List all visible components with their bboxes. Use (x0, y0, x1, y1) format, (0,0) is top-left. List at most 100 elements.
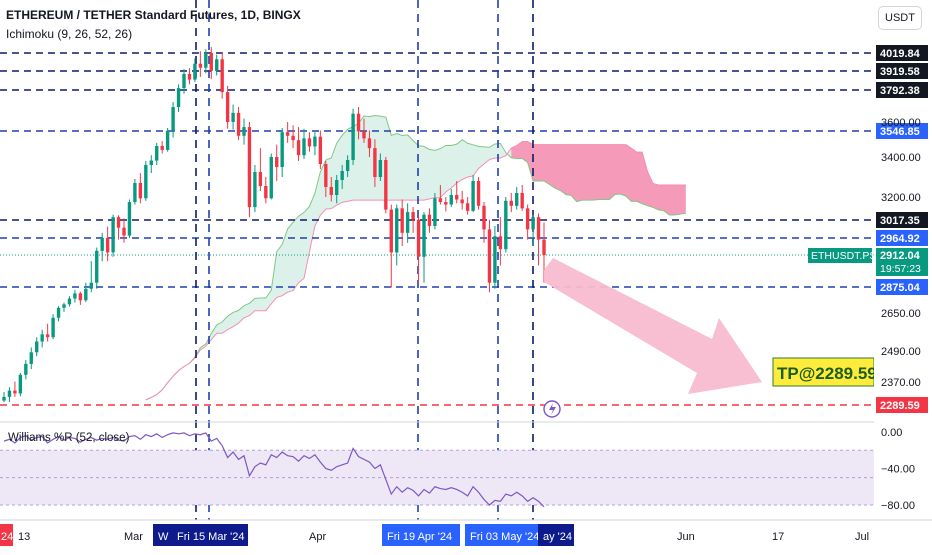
candle[interactable] (84, 288, 88, 301)
candle[interactable] (225, 92, 230, 122)
candle[interactable] (411, 212, 415, 220)
candle[interactable] (18, 374, 23, 394)
candle[interactable] (29, 352, 33, 364)
candle[interactable] (509, 200, 513, 206)
candle[interactable] (395, 208, 399, 253)
candle[interactable] (73, 293, 77, 299)
candle[interactable] (471, 181, 475, 211)
candle[interactable] (335, 180, 339, 195)
candle[interactable] (542, 239, 546, 256)
candle[interactable] (160, 146, 164, 150)
candle[interactable] (209, 52, 213, 71)
candle[interactable] (62, 304, 66, 308)
candle[interactable] (215, 59, 219, 71)
target-box[interactable] (772, 357, 875, 387)
candle[interactable] (307, 138, 312, 147)
candle[interactable] (253, 172, 257, 208)
candle[interactable] (285, 132, 290, 136)
date-highlight[interactable] (153, 524, 177, 546)
date-highlight[interactable] (382, 524, 460, 546)
candle[interactable] (367, 138, 372, 149)
date-highlight[interactable] (465, 524, 538, 546)
candle[interactable] (487, 229, 492, 283)
williams-r-legend[interactable]: Williams %R (52, close) (8, 432, 130, 444)
candle[interactable] (67, 298, 72, 305)
candle[interactable] (275, 157, 279, 167)
candle[interactable] (144, 165, 148, 199)
candle[interactable] (182, 73, 186, 89)
indicator-legend[interactable]: Ichimoku (9, 26, 52, 26) (6, 27, 133, 41)
candle[interactable] (493, 236, 497, 283)
candle[interactable] (40, 334, 44, 342)
candle[interactable] (405, 212, 410, 233)
candle[interactable] (105, 237, 110, 253)
date-highlight[interactable] (538, 524, 574, 546)
candle[interactable] (356, 113, 361, 132)
candle[interactable] (531, 217, 535, 230)
candle[interactable] (313, 136, 317, 147)
candle[interactable] (384, 160, 388, 210)
candle[interactable] (520, 193, 524, 209)
candle[interactable] (187, 73, 192, 80)
candle[interactable] (247, 127, 252, 208)
candle[interactable] (460, 199, 464, 204)
candle[interactable] (476, 181, 481, 206)
candle[interactable] (536, 217, 541, 240)
candle[interactable] (465, 203, 470, 211)
candle[interactable] (35, 341, 39, 353)
candle[interactable] (127, 202, 132, 236)
candle[interactable] (89, 282, 93, 289)
candle[interactable] (78, 293, 83, 301)
candle[interactable] (400, 208, 404, 233)
candle[interactable] (204, 52, 208, 68)
candle[interactable] (236, 112, 241, 136)
candle[interactable] (7, 390, 12, 397)
candle[interactable] (138, 183, 143, 199)
candle[interactable] (149, 160, 153, 165)
candle[interactable] (455, 195, 459, 200)
candle[interactable] (116, 217, 121, 228)
candle[interactable] (165, 130, 170, 150)
candle[interactable] (444, 202, 448, 205)
candle[interactable] (482, 205, 486, 230)
candle[interactable] (280, 132, 284, 167)
candle[interactable] (498, 236, 503, 250)
candle[interactable] (296, 140, 301, 156)
candle[interactable] (56, 307, 61, 318)
candle[interactable] (324, 164, 328, 187)
candle[interactable] (264, 186, 268, 199)
candle[interactable] (51, 317, 55, 338)
candle[interactable] (504, 200, 508, 250)
candle[interactable] (373, 148, 377, 177)
candle[interactable] (45, 334, 50, 338)
candle[interactable] (2, 396, 6, 401)
candle[interactable] (362, 131, 366, 139)
candle[interactable] (340, 171, 344, 180)
candle[interactable] (525, 208, 530, 230)
candle[interactable] (438, 198, 443, 203)
candle[interactable] (378, 160, 383, 177)
candle[interactable] (231, 112, 235, 122)
candle[interactable] (193, 63, 197, 80)
candle[interactable] (449, 195, 453, 205)
candle[interactable] (100, 237, 104, 251)
candle[interactable] (345, 160, 350, 171)
candle[interactable] (515, 193, 519, 206)
candle[interactable] (258, 172, 263, 186)
candle[interactable] (24, 363, 28, 375)
candle[interactable] (427, 214, 432, 226)
candle[interactable] (351, 113, 355, 160)
candle[interactable] (155, 146, 159, 161)
candle[interactable] (416, 219, 421, 257)
candle[interactable] (269, 157, 273, 199)
candle[interactable] (422, 214, 426, 257)
candle[interactable] (171, 107, 175, 131)
candle[interactable] (302, 138, 306, 156)
currency-button[interactable]: USDT (878, 6, 922, 30)
candle[interactable] (242, 127, 246, 136)
candle[interactable] (95, 250, 99, 283)
candle[interactable] (13, 390, 17, 394)
candle[interactable] (198, 63, 203, 68)
